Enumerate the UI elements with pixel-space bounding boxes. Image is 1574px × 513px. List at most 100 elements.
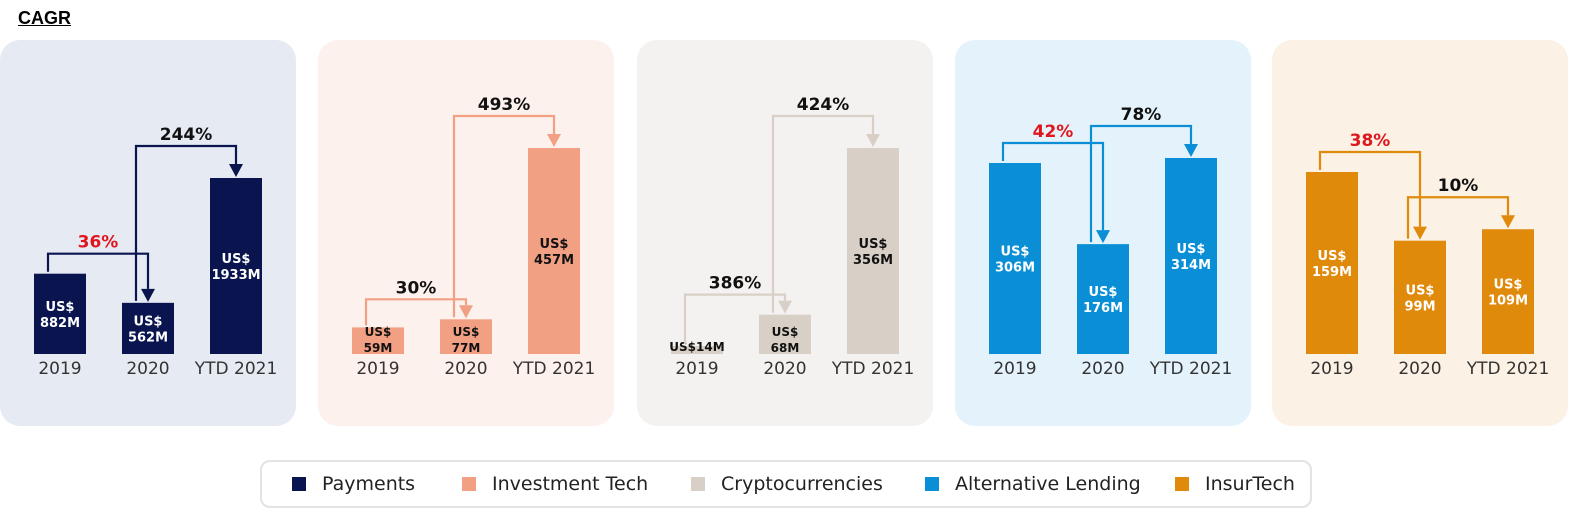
x-tick-label: 2020: [1081, 359, 1124, 379]
growth-label: 244%: [160, 125, 213, 145]
bar-value-label: US$ 882M: [40, 300, 80, 331]
growth-arrowhead: [1184, 144, 1198, 157]
legend: Payments Investment Tech Cryptocurrencie…: [260, 460, 1312, 508]
bar-value-label: US$ 68M: [771, 325, 800, 355]
bar-value-line: 159M: [1312, 265, 1352, 280]
bar-value-line: US$: [222, 252, 251, 267]
x-tick-label: 2020: [1398, 359, 1441, 379]
bar-alternative-lending-2020: [1077, 244, 1129, 354]
bar-value-line: US$: [1089, 285, 1118, 300]
x-tick-label: YTD 2021: [512, 359, 596, 379]
growth-connector: [771, 114, 875, 313]
bar-value-line: 176M: [1083, 301, 1123, 316]
growth-arrowhead: [229, 164, 243, 177]
legend-label: Alternative Lending: [955, 473, 1141, 495]
legend-label: Cryptocurrencies: [721, 473, 883, 495]
legend-swatch: [292, 477, 306, 491]
bar-value-line: 68M: [771, 341, 800, 355]
growth-label: 10%: [1438, 176, 1479, 196]
bar-value-line: 882M: [40, 316, 80, 331]
bar-value-label: US$ 1933M: [211, 252, 260, 283]
x-tick-label: YTD 2021: [194, 359, 278, 379]
growth-label: 30%: [396, 278, 437, 298]
bar-alternative-lending-2019: [989, 162, 1041, 354]
bar-cryptocurrencies-2020: [759, 314, 811, 354]
growth-arrowhead: [1096, 230, 1110, 244]
legend-swatch: [1175, 477, 1189, 491]
growth-label: 386%: [709, 274, 762, 294]
x-tick-label: 2019: [356, 359, 399, 379]
growth-label: 424%: [797, 95, 850, 115]
growth-connector: [1406, 196, 1510, 239]
growth-connector: [46, 252, 150, 289]
x-tick-label: 2020: [444, 359, 487, 379]
bar-insurtech-ytd-2021: [1482, 229, 1534, 354]
bar-value-line: 562M: [128, 330, 168, 345]
legend-swatch: [925, 477, 939, 491]
growth-connector: [1089, 124, 1193, 243]
bar-value-line: 99M: [1404, 299, 1435, 314]
bar-value-line: US$: [1406, 283, 1435, 298]
x-tick-label: 2019: [1310, 359, 1353, 379]
bar-alternative-lending-ytd-2021: [1165, 158, 1217, 354]
bar-payments-2020: [122, 302, 174, 354]
bar-cryptocurrencies-ytd-2021: [847, 148, 899, 354]
bar-value-line: US$: [453, 325, 480, 339]
bar-value-line: 356M: [853, 253, 893, 268]
bar-value-label: US$ 99M: [1404, 283, 1435, 314]
legend-label: Payments: [322, 473, 416, 495]
growth-label: 78%: [1121, 105, 1162, 125]
x-tick-label: 2020: [126, 359, 169, 379]
legend-label: InsurTech: [1205, 473, 1295, 495]
bar-value-line: US$: [1318, 249, 1347, 264]
legend-item-cryptocurrencies: Cryptocurrencies: [691, 462, 883, 506]
growth-arrowhead: [1501, 215, 1515, 229]
bar-value-line: US$: [540, 237, 569, 252]
bar-value-label: US$ 109M: [1488, 278, 1528, 309]
bar-value-line: US$14M: [669, 340, 724, 354]
bar-value-label: US$ 562M: [128, 314, 168, 345]
x-tick-label: 2020: [763, 359, 806, 379]
bar-value-line: 109M: [1488, 294, 1528, 309]
growth-connector: [1001, 141, 1105, 231]
bar-value-line: 77M: [452, 341, 481, 355]
bar-value-label: US$ 457M: [534, 237, 574, 268]
growth-connector: [683, 293, 787, 344]
legend-swatch: [691, 477, 705, 491]
growth-arrowhead: [778, 300, 792, 314]
legend-item-payments: Payments: [292, 462, 415, 506]
bar-investment-tech-2019: [352, 327, 404, 354]
bar-value-line: 306M: [995, 260, 1035, 275]
bar-value-label: US$ 306M: [995, 244, 1035, 275]
bar-value-label: US$ 314M: [1171, 242, 1211, 273]
bar-value-label: US$14M: [669, 340, 724, 354]
x-tick-label: YTD 2021: [831, 359, 915, 379]
growth-arrowhead: [547, 134, 561, 147]
bar-value-line: US$: [772, 325, 799, 339]
x-tick-label: YTD 2021: [1149, 359, 1233, 379]
legend-swatch: [462, 477, 476, 491]
bar-value-line: 457M: [534, 253, 574, 268]
bar-cryptocurrencies-2019: [671, 345, 723, 354]
legend-item-insurtech: InsurTech: [1175, 462, 1295, 506]
growth-connector: [452, 114, 556, 318]
bar-value-line: US$: [1001, 244, 1030, 259]
page-title: CAGR: [18, 8, 71, 28]
bar-investment-tech-ytd-2021: [528, 148, 580, 354]
bar-value-label: US$ 59M: [364, 325, 393, 355]
bar-value-line: 1933M: [211, 268, 260, 283]
growth-arrowhead: [866, 134, 880, 147]
bar-payments-ytd-2021: [210, 178, 262, 354]
growth-arrowhead: [459, 305, 473, 319]
growth-connector: [364, 298, 468, 326]
bar-value-line: US$: [46, 300, 75, 315]
legend-item-alternative-lending: Alternative Lending: [925, 462, 1141, 506]
bar-value-line: US$: [859, 237, 888, 252]
bar-insurtech-2020: [1394, 240, 1446, 354]
bar-value-line: US$: [134, 314, 163, 329]
legend-label: Investment Tech: [492, 473, 649, 495]
